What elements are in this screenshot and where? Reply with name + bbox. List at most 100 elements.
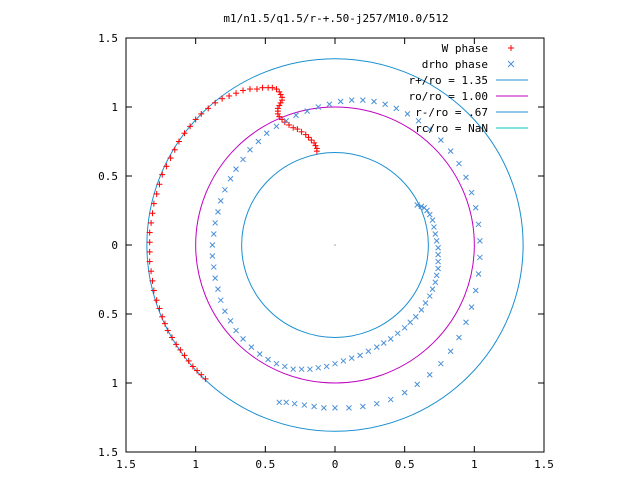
drho-phase-point bbox=[426, 293, 433, 299]
drho-phase-point bbox=[304, 108, 310, 114]
w-phase-point bbox=[159, 313, 166, 320]
w-phase-point bbox=[163, 163, 170, 170]
drho-phase-point bbox=[233, 327, 239, 334]
cross-b bbox=[291, 400, 298, 407]
w-phase-point bbox=[146, 258, 153, 265]
drho-phase-point bbox=[217, 197, 224, 204]
cross-b bbox=[407, 319, 414, 326]
cross-b bbox=[227, 175, 234, 182]
drho-phase-point bbox=[222, 186, 228, 193]
cross-b bbox=[414, 202, 421, 208]
drho-phase-point bbox=[371, 98, 377, 105]
drho-phase-point bbox=[426, 211, 433, 218]
cross-b bbox=[217, 197, 224, 204]
drho-phase-point bbox=[212, 220, 219, 226]
drho-phase-point bbox=[323, 363, 330, 370]
cross-b bbox=[301, 402, 308, 408]
w-phase-point bbox=[276, 102, 283, 109]
w-phase-point bbox=[212, 99, 219, 106]
drho-phase-point bbox=[407, 319, 414, 326]
drho-phase-point bbox=[209, 253, 216, 259]
drho-phase-point bbox=[283, 117, 290, 124]
cross-b bbox=[456, 334, 462, 341]
legend-label: r+/ro = 1.35 bbox=[409, 74, 488, 87]
cross-b bbox=[435, 244, 441, 251]
drho-phase-point bbox=[215, 209, 221, 215]
drho-phase-point bbox=[315, 364, 322, 371]
drho-phase-point bbox=[315, 104, 322, 110]
cross-b bbox=[429, 286, 436, 293]
drho-phase-point bbox=[283, 399, 290, 406]
w-phase-point bbox=[305, 134, 312, 141]
w-phase-point bbox=[149, 210, 156, 217]
drho-phase-point bbox=[456, 160, 462, 167]
cross-b bbox=[447, 348, 454, 355]
drho-phase-point bbox=[431, 224, 437, 230]
cross-b bbox=[307, 366, 313, 373]
drho-phase-point bbox=[340, 358, 347, 364]
cross-b bbox=[475, 271, 482, 277]
cross-b bbox=[360, 97, 366, 103]
drho-phase-point bbox=[435, 258, 441, 265]
drho-phase-point bbox=[210, 231, 217, 237]
cross-b bbox=[429, 217, 436, 224]
y-tick-label: 1.5 bbox=[98, 446, 118, 459]
drho-phase-point bbox=[426, 126, 433, 132]
w-phase-point bbox=[298, 128, 305, 135]
drho-phase-point bbox=[373, 400, 380, 407]
legend-label: ro/ro = 1.00 bbox=[409, 90, 488, 103]
w-phase-point bbox=[146, 239, 153, 246]
reference-circle bbox=[241, 152, 429, 338]
x-tick-label: 1 bbox=[471, 458, 478, 471]
drho-phase-point bbox=[360, 403, 366, 410]
cross-b bbox=[380, 340, 387, 346]
cross-b bbox=[433, 238, 440, 244]
cross-b bbox=[222, 186, 228, 193]
drho-phase-point bbox=[432, 231, 439, 237]
w-phase-point bbox=[240, 87, 247, 94]
cross-b bbox=[215, 286, 221, 293]
cross-b bbox=[404, 111, 411, 117]
w-phase-point bbox=[185, 357, 192, 364]
cross-b bbox=[348, 97, 355, 103]
cross-b bbox=[256, 351, 263, 357]
drho-phase-point bbox=[348, 97, 355, 103]
cross-b bbox=[387, 396, 394, 403]
cross-b bbox=[357, 352, 363, 359]
drho-phase-point bbox=[447, 348, 454, 355]
drho-phase-point bbox=[248, 344, 255, 350]
cross-b bbox=[373, 400, 380, 407]
drho-phase-point bbox=[311, 403, 317, 410]
cross-b bbox=[283, 117, 290, 124]
w-phase-point bbox=[279, 116, 286, 123]
cross-b bbox=[468, 304, 475, 310]
y-tick-label: 0.5 bbox=[98, 170, 118, 183]
w-phase-point bbox=[219, 95, 226, 102]
cross-b bbox=[255, 138, 262, 145]
w-phase-point bbox=[162, 320, 169, 327]
drho-phase-point bbox=[233, 166, 239, 172]
drho-phase-point bbox=[433, 272, 440, 279]
drho-phase-point bbox=[357, 352, 363, 359]
cross-b bbox=[426, 126, 433, 132]
drho-phase-point bbox=[435, 244, 441, 251]
drho-phase-point bbox=[422, 300, 429, 306]
drho-phase-point bbox=[435, 265, 441, 272]
drho-phase-point bbox=[404, 111, 411, 117]
cross-b bbox=[332, 360, 338, 367]
drho-phase-point bbox=[373, 344, 380, 350]
cross-b bbox=[281, 363, 288, 370]
cross-b bbox=[247, 146, 253, 153]
w-phase-point bbox=[269, 84, 276, 91]
drho-phase-point bbox=[432, 279, 439, 286]
legend-label: r-/ro = .67 bbox=[415, 106, 488, 119]
cross-b bbox=[217, 297, 224, 304]
cross-b bbox=[233, 166, 239, 172]
w-phase-point bbox=[181, 352, 188, 359]
w-phase-point bbox=[233, 90, 240, 97]
cross-b bbox=[373, 344, 380, 350]
drho-phase-point bbox=[210, 264, 217, 270]
cross-b bbox=[212, 220, 219, 226]
cross-b bbox=[426, 371, 433, 378]
